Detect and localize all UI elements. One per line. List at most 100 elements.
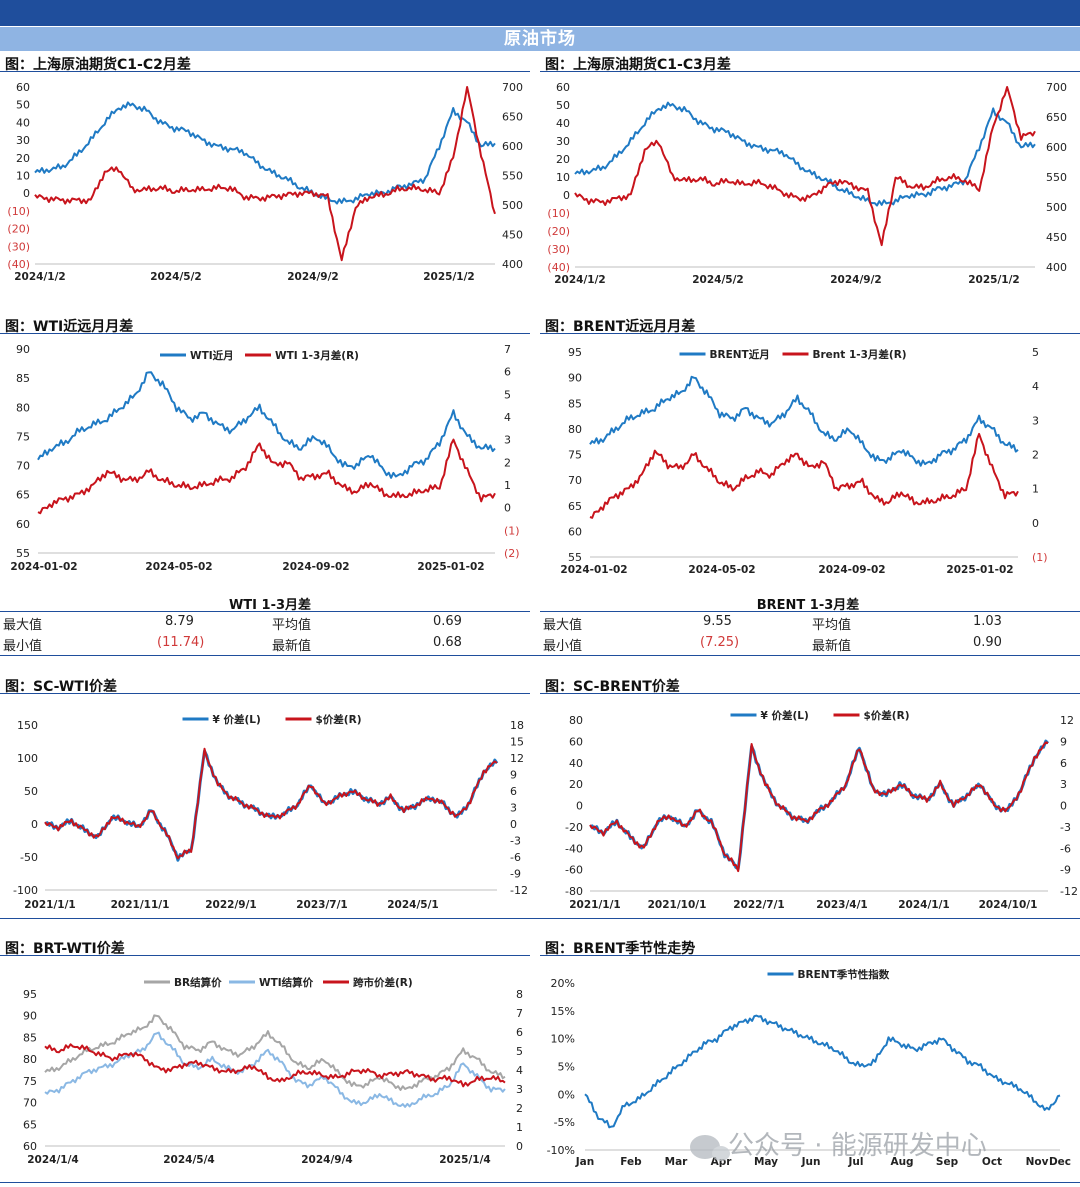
c2-y-left-tick: 30 (556, 135, 570, 148)
brent-min-label: 最小值 (543, 639, 583, 654)
wti-max-value: 8.79 (165, 614, 194, 629)
section-banner: 原油市场 (0, 27, 1080, 51)
divider (0, 611, 530, 612)
c2-y-left-tick: (20) (547, 225, 570, 238)
wti-min-value: (11.74) (157, 635, 205, 650)
c4-y-left-tick: 60 (568, 525, 582, 538)
c3-series-line-2 (37, 438, 496, 515)
c7-legend-label: 跨市价差(R) (353, 976, 413, 989)
c5-x-tick: 2021/11/1 (111, 899, 170, 911)
c7-y-left-tick: 90 (23, 1010, 37, 1023)
panel-title-c7: 图：BRT-WTI价差 (5, 941, 125, 957)
c5-y-left-tick: 0 (31, 818, 38, 831)
c6-legend-label: ¥ 价差(L) (761, 709, 809, 722)
c5-y-right-tick: 12 (510, 752, 524, 765)
c2-y-right-tick: 700 (1046, 81, 1067, 94)
c5-y-left-tick: -50 (20, 851, 38, 864)
c2-x-tick: 2024/5/2 (692, 274, 744, 286)
c8-x-tick: May (754, 1156, 778, 1168)
c2-series-line-1 (574, 101, 1036, 207)
c7-y-left-tick: 60 (23, 1140, 37, 1153)
brent-max-value: 9.55 (703, 614, 732, 629)
c4-y-left-tick: 80 (568, 423, 582, 436)
c4-y-left-tick: 70 (568, 474, 582, 487)
wti-avg-label: 平均值 (272, 618, 312, 633)
wechat-icon (690, 1134, 730, 1161)
panel-title-c3: 图：WTI近远月月差 (5, 319, 134, 335)
c6-x-tick: 2021/1/1 (569, 899, 621, 911)
c4-y-right-tick: 2 (1032, 449, 1039, 462)
c8-y-left-tick: -10% (547, 1144, 575, 1157)
c6-series-line-1 (589, 739, 1050, 871)
c1-x-tick: 2024/1/2 (14, 271, 66, 283)
c1-y-left-tick: (10) (7, 205, 30, 218)
c2-y-left-tick: (30) (547, 243, 570, 256)
c8-x-tick: Mar (665, 1156, 689, 1168)
wti-latest-label: 最新值 (272, 639, 312, 654)
c8-legend-label: BRENT季节性指数 (798, 968, 890, 981)
divider (540, 955, 1080, 956)
divider (0, 655, 1080, 656)
c5-y-right-tick: 15 (510, 736, 524, 749)
c3-y-left-tick: 90 (16, 343, 30, 356)
c8-y-left-tick: 15% (551, 1005, 575, 1018)
c6-y-right-tick: -6 (1060, 842, 1071, 855)
divider (540, 333, 1080, 334)
c2-y-left-tick: 20 (556, 153, 570, 166)
c3-y-right-tick: 0 (504, 502, 511, 515)
c1-x-tick: 2025/1/2 (423, 271, 475, 283)
c4-series-line-2 (589, 432, 1019, 519)
c1-y-right-tick: 450 (502, 229, 523, 242)
c6-legend-label: $价差(R) (864, 709, 910, 722)
c7-y-left-tick: 75 (23, 1075, 37, 1088)
c1-y-right-tick: 550 (502, 170, 523, 183)
c4-y-left-tick: 55 (568, 551, 582, 564)
c4-y-right-tick: 3 (1032, 414, 1039, 427)
c6-series-line-2 (589, 741, 1049, 873)
c1-y-left-tick: 20 (16, 152, 30, 165)
c6-y-left-tick: 60 (569, 735, 583, 748)
divider (540, 693, 1080, 694)
c6-y-left-tick: -40 (565, 842, 583, 855)
c2-x-tick: 2024/1/2 (554, 274, 606, 286)
c2-y-right-tick: 450 (1046, 231, 1067, 244)
c6-y-left-tick: -60 (565, 864, 583, 877)
c6-y-right-tick: 12 (1060, 714, 1074, 727)
c4-y-right-tick: 0 (1032, 517, 1039, 530)
c5-x-tick: 2022/9/1 (205, 899, 257, 911)
c4-y-right-tick: (1) (1032, 551, 1048, 564)
c1-y-left-tick: (30) (7, 240, 30, 253)
c4-y-left-tick: 65 (568, 500, 582, 513)
c7-y-right-tick: 1 (516, 1121, 523, 1134)
divider (540, 611, 1080, 612)
c5-legend-label: $价差(R) (316, 713, 362, 726)
c8-x-tick: Jun (801, 1156, 821, 1168)
c6-y-left-tick: 0 (576, 800, 583, 813)
c1-y-right-tick: 700 (502, 81, 523, 94)
c7-x-tick: 2024/9/4 (301, 1154, 353, 1166)
c7-y-right-tick: 5 (516, 1045, 523, 1058)
brent-min-value: (7.25) (700, 635, 740, 650)
brent-avg-value: 1.03 (973, 614, 1002, 629)
c4-x-tick: 2025-01-02 (946, 564, 1013, 576)
c3-y-right-tick: 7 (504, 343, 511, 356)
wti-avg-value: 0.69 (433, 614, 462, 629)
c3-y-right-tick: (1) (504, 524, 520, 537)
c4-x-tick: 2024-05-02 (688, 564, 755, 576)
c2-y-right-tick: 600 (1046, 141, 1067, 154)
c6-x-tick: 2022/7/1 (733, 899, 785, 911)
c6-y-left-tick: -80 (565, 885, 583, 898)
c3-x-tick: 2025-01-02 (417, 561, 484, 573)
c7-y-left-tick: 80 (23, 1053, 37, 1066)
c4-y-right-tick: 1 (1032, 483, 1039, 496)
c6-x-tick: 2024/10/1 (979, 899, 1038, 911)
c2-x-tick: 2024/9/2 (830, 274, 882, 286)
c2-y-right-tick: 400 (1046, 261, 1067, 274)
c7-legend-label: WTI结算价 (259, 976, 314, 989)
c2-y-right-tick: 650 (1046, 111, 1067, 124)
divider (0, 955, 530, 956)
c1-y-right-tick: 600 (502, 140, 523, 153)
c1-y-right-tick: 650 (502, 111, 523, 124)
brent-max-label: 最大值 (543, 618, 583, 633)
